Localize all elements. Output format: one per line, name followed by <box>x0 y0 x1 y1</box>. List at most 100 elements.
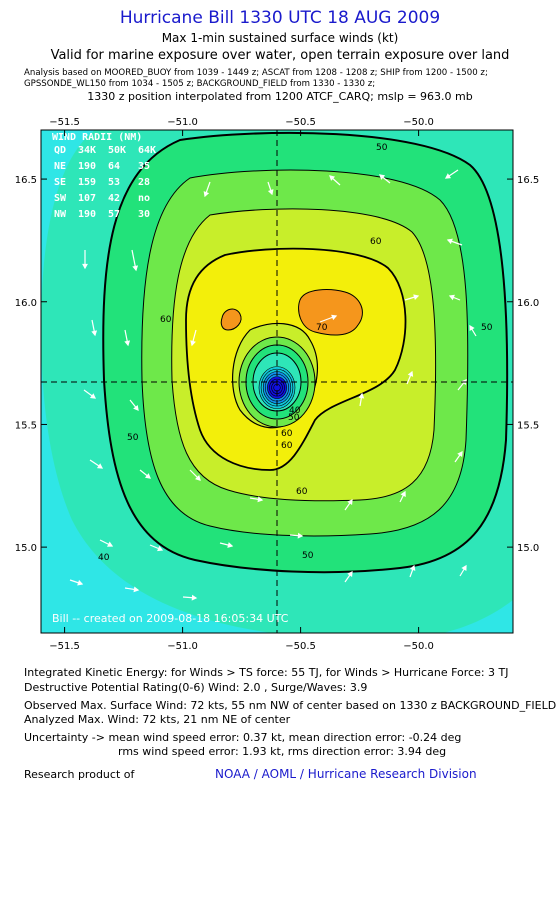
contour-label: 40 <box>289 406 301 416</box>
wind-radii-table: WIND RADII (NM) QD 34K 50K 64K NE 190 64 35 SE 159… <box>52 132 156 220</box>
wind-vector-head <box>144 473 151 479</box>
wind-vector <box>454 450 463 463</box>
chart-title: Hurricane Bill 1330 UTC 18 AUG 2009 <box>119 8 441 28</box>
wind-radii-cell: NW <box>54 209 67 220</box>
observed-max-wind-line: Observed Max. Surface Wind: 72 kts, 55 n… <box>24 699 557 712</box>
wind-vector-head <box>195 475 201 481</box>
wind-radii-header: 34K <box>78 145 96 156</box>
wind-vector-head <box>409 564 416 571</box>
wind-vector <box>190 329 197 347</box>
y-tick-label-right: 15.5 <box>517 420 539 431</box>
wind-vector <box>219 542 234 548</box>
wind-vector <box>399 490 406 503</box>
wind-vector-head <box>157 545 164 552</box>
ike-line: Integrated Kinetic Energy: for Winds > T… <box>24 666 509 679</box>
y-tick-label-left: 16.0 <box>15 298 37 309</box>
contour-label: 60 <box>296 487 308 497</box>
wind-vector-head <box>132 265 139 272</box>
wind-radii-header: 50K <box>108 145 126 156</box>
wind-vector <box>446 238 463 246</box>
wind-vector <box>379 174 391 184</box>
wind-vector <box>91 319 98 337</box>
y-tick-labels-left: 15.0 15.5 16.0 16.5 <box>15 175 37 554</box>
y-tick-label-right: 16.5 <box>517 175 539 186</box>
wind-vector-head <box>96 463 104 469</box>
wind-radii-cell: 42 <box>108 193 120 204</box>
wind-radii-cell: 190 <box>78 161 96 172</box>
wind-vector <box>129 399 139 411</box>
validity-note: Valid for marine exposure over water, op… <box>50 48 510 63</box>
wind-vector <box>139 469 151 479</box>
position-note: 1330 z position interpolated from 1200 A… <box>87 90 473 103</box>
contour-label: 70 <box>316 323 328 333</box>
y-tick-label-right: 16.0 <box>517 298 539 309</box>
wind-vector-head <box>191 594 198 601</box>
wind-vector-head <box>297 532 304 539</box>
wind-vector-head <box>331 314 338 321</box>
wind-vector-head <box>446 238 453 245</box>
wind-vector <box>189 469 201 481</box>
chart-subtitle: Max 1-min sustained surface winds (kt) <box>161 31 399 45</box>
wind-vector-head <box>448 294 455 301</box>
x-tick-label-top: −51.5 <box>49 117 80 128</box>
wind-radii-cell: no <box>138 193 150 204</box>
contour-label: 50 <box>127 433 139 443</box>
wind-vector <box>131 249 139 272</box>
x-tick-labels-bottom: −51.5 −51.0 −50.5 −50.0 <box>49 641 434 652</box>
wind-vector-head <box>407 370 414 377</box>
wind-vector-head <box>267 189 274 196</box>
wind-vector-head <box>444 173 452 179</box>
wind-radii-cell: 64 <box>108 161 120 172</box>
wind-vectors <box>69 169 477 601</box>
wind-vector-head <box>413 294 420 301</box>
x-tick-label-bottom: −51.0 <box>167 641 198 652</box>
contour-label: 50 <box>376 143 388 153</box>
contour-label: 50 <box>481 323 493 333</box>
wind-vector <box>267 181 274 196</box>
wind-vector-head <box>107 541 114 547</box>
wind-vector <box>82 250 88 270</box>
contour-label: 60 <box>370 237 382 247</box>
wind-vector-head <box>91 330 98 337</box>
wind-vector <box>89 459 104 469</box>
wind-vector <box>124 586 140 593</box>
wind-vector-head <box>124 340 131 347</box>
uncertainty-line1: Uncertainty -> mean wind speed error: 0.… <box>24 731 462 744</box>
wind-vector <box>344 498 353 511</box>
wind-vector <box>124 329 131 347</box>
wind-radii-cell: 107 <box>78 193 96 204</box>
wind-vector <box>182 594 198 601</box>
contour-label: 60 <box>160 315 172 325</box>
destructive-potential-line: Destructive Potential Rating(0-6) Wind: … <box>24 681 368 694</box>
wind-vector <box>83 389 97 399</box>
x-tick-label-top: −51.0 <box>167 117 198 128</box>
wind-vector <box>409 564 416 578</box>
axis-ticks <box>41 130 513 633</box>
wind-radii-cell: 190 <box>78 209 96 220</box>
wind-vector-head <box>358 392 365 399</box>
wind-radii-cell: 159 <box>78 177 96 188</box>
wind-radii-cell: SW <box>54 193 67 204</box>
wind-vector-head <box>133 586 140 593</box>
y-tick-label-right: 15.0 <box>517 543 539 554</box>
contour-label: 60 <box>281 429 293 439</box>
wind-radii-cell: SE <box>54 177 66 188</box>
analysis-sources-line1: Analysis based on MOORED_BUOY from 1039 … <box>24 68 488 78</box>
x-tick-label-bottom: −50.5 <box>285 641 316 652</box>
wind-radii-header: QD <box>54 145 66 156</box>
wind-radii-cell: 35 <box>138 161 150 172</box>
contour-label: 40 <box>98 553 110 563</box>
wind-radii-cell: NE <box>54 161 66 172</box>
wind-radii-title: WIND RADII (NM) <box>52 132 142 143</box>
created-label: Bill -- created on 2009-08-18 16:05:34 U… <box>52 612 289 625</box>
noaa-credit: NOAA / AOML / Hurricane Research Divisio… <box>215 767 477 781</box>
wind-vector <box>289 532 304 539</box>
wind-vector <box>404 294 420 301</box>
wind-vector <box>358 392 365 407</box>
contour-label: 60 <box>281 441 293 451</box>
y-tick-labels-right: 15.0 15.5 16.0 16.5 <box>517 175 539 554</box>
wind-vector-head <box>190 340 196 347</box>
x-tick-label-top: −50.0 <box>403 117 434 128</box>
wind-vector <box>149 544 164 552</box>
